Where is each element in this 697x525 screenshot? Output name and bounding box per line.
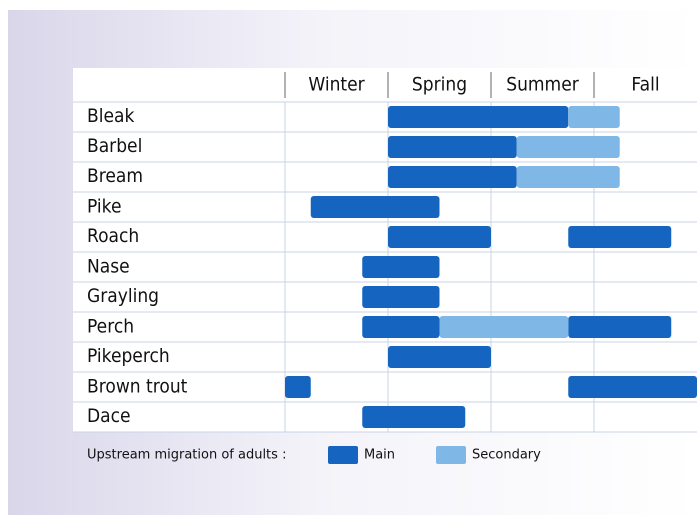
row-label: Perch	[87, 315, 134, 337]
legend-label: Main	[364, 448, 395, 463]
bar	[388, 226, 491, 248]
season-label: Winter	[308, 73, 365, 95]
season-label: Spring	[412, 73, 467, 95]
bar	[362, 256, 440, 278]
season-label: Summer	[506, 73, 579, 95]
legend-title: Upstream migration of adults :	[87, 448, 286, 463]
row-label: Pike	[87, 195, 121, 217]
row-label: Brown trout	[87, 375, 187, 397]
bar	[388, 346, 491, 368]
row-label: Pikeperch	[87, 345, 170, 367]
legend-swatch	[436, 446, 466, 464]
row-label: Bleak	[87, 105, 135, 127]
bar	[568, 106, 620, 128]
bar	[439, 316, 569, 338]
legend-label: Secondary	[472, 448, 541, 463]
bar	[285, 376, 311, 398]
bar	[310, 196, 440, 218]
row-label: Nase	[87, 255, 130, 277]
bar	[388, 106, 569, 128]
bar	[568, 316, 672, 338]
bar	[388, 166, 517, 188]
bar	[362, 406, 466, 428]
row-label: Bream	[87, 165, 143, 187]
row-label: Dace	[87, 405, 131, 427]
bar	[362, 286, 440, 308]
bar	[568, 226, 672, 248]
row-label: Roach	[87, 225, 139, 247]
table-panel	[73, 68, 697, 432]
bar	[516, 166, 620, 188]
bar	[516, 136, 620, 158]
bar	[568, 376, 697, 398]
legend-swatch	[328, 446, 358, 464]
row-label: Barbel	[87, 135, 142, 157]
row-label: Grayling	[87, 285, 159, 307]
bar	[362, 316, 440, 338]
bar	[388, 136, 517, 158]
season-label: Fall	[631, 73, 659, 95]
